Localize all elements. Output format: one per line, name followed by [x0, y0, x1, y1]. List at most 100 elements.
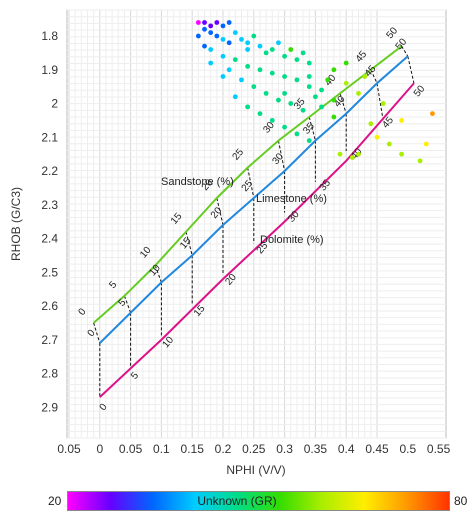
- y-tick-label: 2.9: [41, 400, 58, 414]
- data-point: [319, 104, 324, 110]
- data-point: [368, 121, 374, 127]
- data-point: [245, 104, 251, 110]
- y-tick-label: 2.5: [41, 265, 58, 279]
- limestone-annotation: Limestone (%): [256, 193, 327, 205]
- data-point: [300, 50, 306, 56]
- x-tick-label: 0.05: [57, 442, 81, 456]
- data-point: [325, 77, 331, 83]
- data-point: [269, 117, 275, 123]
- data-point: [349, 155, 355, 160]
- data-point: [214, 33, 220, 39]
- lithology-line: [92, 45, 403, 324]
- data-point: [195, 20, 201, 25]
- y-tick-label: 2.7: [41, 333, 58, 347]
- data-point: [269, 47, 275, 52]
- tie-line: [339, 93, 347, 114]
- data-point: [288, 47, 294, 52]
- y-tick-label: 2.6: [41, 299, 58, 313]
- data-point: [356, 90, 361, 96]
- data-point: [343, 60, 349, 66]
- tie-line: [376, 83, 384, 121]
- data-point: [220, 53, 226, 59]
- data-point: [276, 40, 281, 46]
- data-point: [257, 111, 263, 117]
- porosity-label: 5: [107, 279, 119, 291]
- data-point: [239, 77, 244, 83]
- data-point: [306, 84, 312, 90]
- data-point: [214, 20, 220, 25]
- data-point: [399, 151, 405, 157]
- tie-line: [277, 140, 286, 172]
- data-point: [306, 138, 312, 144]
- data-point: [306, 74, 312, 79]
- y-axis-title: RHOB (G/C3): [9, 187, 23, 261]
- data-point: [282, 124, 287, 130]
- data-point: [263, 50, 269, 56]
- data-point: [294, 57, 300, 63]
- tie-line: [247, 167, 255, 199]
- data-point: [245, 47, 251, 52]
- lithology-line: [99, 82, 415, 398]
- data-point: [208, 30, 214, 36]
- data-point: [362, 74, 368, 79]
- data-point: [276, 97, 281, 103]
- y-tick-label: 2.4: [41, 232, 58, 246]
- y-tick-label: 2.8: [41, 367, 58, 381]
- tie-line: [401, 45, 409, 57]
- data-point: [257, 43, 263, 49]
- data-point: [232, 57, 238, 63]
- data-point: [313, 94, 318, 100]
- y-tick-label: 1.9: [41, 63, 58, 77]
- data-point: [263, 90, 269, 96]
- x-axis-title: NPHI (V/V): [226, 463, 285, 477]
- y-tick-label: 2.3: [41, 198, 58, 212]
- data-point: [220, 23, 226, 29]
- x-tick-label: 0.25: [242, 442, 266, 456]
- tie-line: [370, 69, 378, 84]
- data-point: [417, 158, 423, 164]
- porosity-label: 5: [129, 370, 141, 382]
- dolomite-annotation: Dolomite (%): [260, 234, 324, 246]
- sandstone-annotation: Sandstone (%): [161, 176, 234, 188]
- data-point: [251, 84, 257, 90]
- x-tick-label: 0.3: [276, 442, 293, 456]
- y-axis-ticks: 1.8 1.9 2 2.1 2.2 2.3 2.4 2.5 2.6 2.7 2.8 2.9: [41, 29, 58, 414]
- x-tick-label: 0.2: [215, 442, 232, 456]
- tie-line: [123, 295, 132, 313]
- data-point: [331, 97, 337, 103]
- porosity-label: 0: [77, 306, 89, 318]
- x-tick-label: 0.15: [181, 442, 205, 456]
- data-point: [282, 53, 287, 59]
- y-tick-label: 1.8: [41, 29, 58, 43]
- data-point: [306, 60, 312, 66]
- data-point: [399, 117, 405, 123]
- y-tick-label: 2.2: [41, 164, 58, 178]
- tie-line: [93, 322, 101, 344]
- data-point: [232, 30, 238, 36]
- data-point: [343, 80, 349, 86]
- data-point: [337, 151, 343, 157]
- data-point: [239, 36, 244, 42]
- data-point: [288, 101, 294, 106]
- x-tick-label: 0.5: [399, 442, 416, 456]
- x-tick-label: 0.05: [119, 442, 143, 456]
- grid: [67, 9, 446, 439]
- porosity-label: 5: [116, 297, 128, 309]
- data-point: [282, 74, 287, 79]
- data-point: [202, 20, 207, 25]
- tie-line: [185, 231, 193, 256]
- data-point: [257, 67, 263, 73]
- x-tick-label: 0.45: [365, 442, 389, 456]
- data-point: [226, 20, 232, 25]
- data-point: [220, 74, 226, 79]
- data-points: [195, 20, 435, 164]
- colorbar-max-label: 80: [454, 494, 468, 508]
- colorbar-min-label: 20: [48, 494, 62, 508]
- x-tick-label: 0.35: [304, 442, 328, 456]
- porosity-label: 0: [98, 401, 110, 413]
- y-tick-label: 2: [51, 97, 58, 111]
- gr-colorbar: [67, 491, 450, 511]
- y-tick-label: 2.1: [41, 130, 58, 144]
- data-point: [294, 131, 300, 137]
